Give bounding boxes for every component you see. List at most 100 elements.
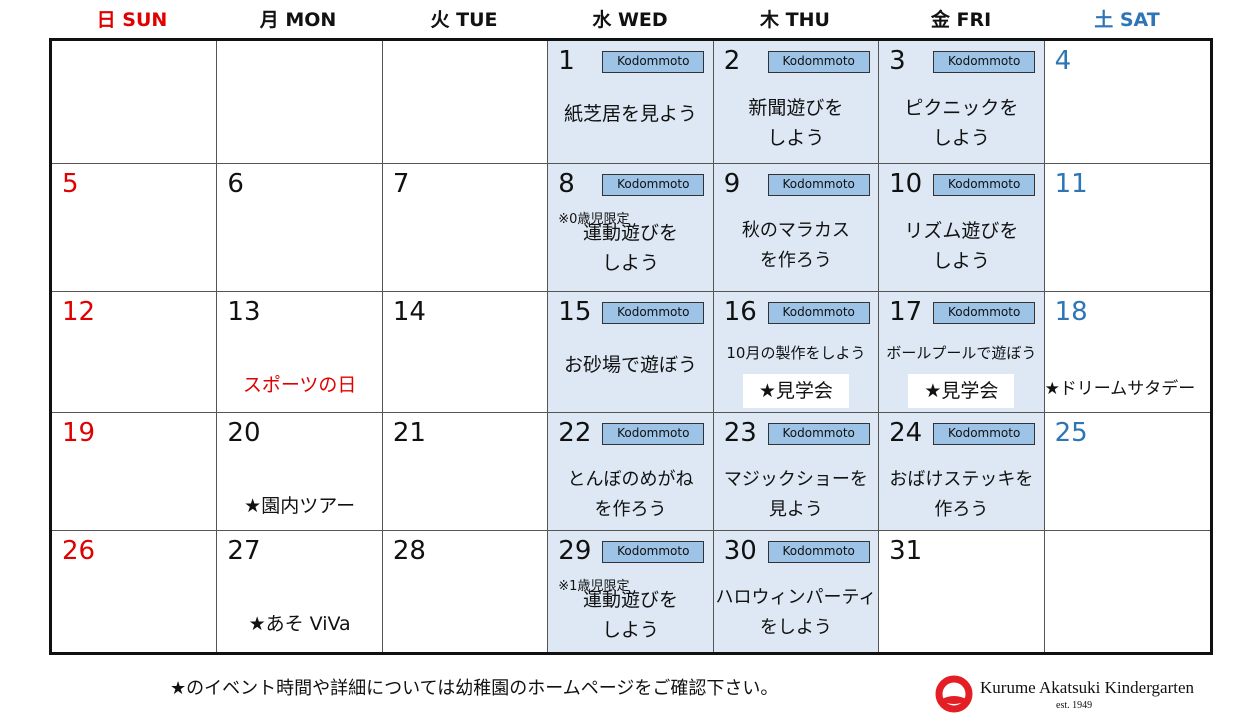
activity-text: とんぼのめがね を作ろう: [567, 469, 694, 520]
age-note: ※0歳児限定: [558, 212, 630, 227]
day-cell: 1 Kodommoto 紙芝居を見よう: [548, 41, 714, 164]
weekday-header: 木 THU: [760, 9, 830, 31]
event-text: ★見学会: [879, 374, 1043, 408]
event-text: ★園内ツアー: [217, 491, 381, 518]
day-number: 23: [723, 418, 757, 448]
event-label: ★見学会: [908, 374, 1015, 408]
day-cell: [382, 41, 549, 164]
day-number: 5: [62, 169, 79, 199]
day-cell: 11: [1044, 164, 1210, 292]
day-number: 22: [558, 418, 592, 448]
day-number: 17: [889, 297, 923, 327]
day-number: 3: [889, 46, 906, 76]
day-cell: [217, 41, 383, 164]
day-cell: 18 ★ドリームサタデー: [1044, 292, 1210, 413]
day-cell: 15 Kodommoto お砂場で遊ぼう: [548, 292, 714, 413]
day-cell: 10 Kodommoto リズム遊びを しよう: [879, 164, 1045, 292]
event-label: ★園内ツアー: [244, 495, 356, 517]
kodommoto-badge: Kodommoto: [602, 541, 705, 563]
activity-text: リズム遊びを しよう: [904, 220, 1019, 272]
day-cell: 31: [879, 531, 1045, 652]
day-cell: [52, 41, 218, 164]
logo-name: Kurume Akatsuki Kindergarten: [980, 678, 1195, 697]
day-number: 28: [392, 536, 426, 566]
activity-text: 10月の製作をしよう: [726, 344, 866, 362]
day-number: 18: [1054, 297, 1088, 327]
event-text: スポーツの日: [217, 370, 381, 397]
event-text: ★見学会: [714, 374, 878, 408]
day-number: 30: [723, 536, 757, 566]
day-cell: 6: [217, 164, 383, 292]
kodommoto-badge: Kodommoto: [767, 174, 870, 196]
day-number: 10: [889, 169, 923, 199]
day-cell: 20 ★園内ツアー: [217, 413, 383, 531]
day-number: 21: [392, 418, 426, 448]
kodommoto-badge: Kodommoto: [767, 541, 870, 563]
day-cell: 21: [382, 413, 549, 531]
activity-text: 紙芝居を見よう: [563, 103, 697, 125]
day-cell: 23 Kodommoto マジックショーを 見よう: [713, 413, 880, 531]
kodommoto-badge: Kodommoto: [933, 423, 1036, 445]
weekday-header: 日 SUN: [96, 9, 168, 31]
kodommoto-badge: Kodommoto: [933, 51, 1036, 73]
kodommoto-badge: Kodommoto: [767, 302, 870, 324]
day-number: 1: [558, 46, 575, 76]
day-cell: 12: [52, 292, 218, 413]
day-cell: 3 Kodommoto ピクニックを しよう: [879, 41, 1045, 164]
day-cell: 19: [52, 413, 218, 531]
event-label: スポーツの日: [242, 374, 357, 396]
day-cell: 9 Kodommoto 秋のマラカス を作ろう: [713, 164, 880, 292]
day-number: 9: [723, 169, 741, 199]
day-number: 16: [723, 297, 757, 327]
weekday-header: 火 TUE: [430, 9, 498, 31]
day-cell: 14: [382, 292, 549, 413]
day-cell: 5: [52, 164, 218, 292]
day-cell: 29 Kodommoto ※1歳児限定 運動遊びを しよう: [548, 531, 714, 652]
event-text: ★あそ ViVa: [217, 609, 381, 636]
activity-text: マジックショーを 見よう: [723, 469, 868, 520]
day-number: 11: [1054, 169, 1088, 199]
weekday-header: 月 MON: [259, 9, 337, 31]
day-cell: 2 Kodommoto 新聞遊びを しよう: [713, 41, 880, 164]
activity-text: ハロウィンパーティ をしよう: [715, 587, 877, 638]
footer-note: ★のイベント時間や詳細については幼稚園のホームページをご確認下さい。: [170, 678, 779, 699]
day-cell: 16 Kodommoto 10月の製作をしよう ★見学会: [713, 292, 880, 413]
kodommoto-badge: Kodommoto: [602, 51, 705, 73]
day-number: 2: [723, 46, 741, 76]
day-number: 26: [62, 536, 96, 566]
logo-est: est. 1949: [1056, 700, 1093, 711]
weekday-header: 土 SAT: [1094, 9, 1160, 31]
kodommoto-badge: Kodommoto: [767, 51, 870, 73]
age-note: ※1歳児限定: [558, 579, 630, 594]
day-number: 13: [227, 297, 261, 327]
activity-text: 運動遊びを しよう: [582, 589, 678, 641]
event-text: ★ドリームサタデー: [1045, 374, 1210, 399]
day-cell: 7: [382, 164, 549, 292]
kodommoto-badge: Kodommoto: [602, 174, 705, 196]
kodommoto-badge: Kodommoto: [933, 174, 1036, 196]
day-number: 4: [1054, 46, 1072, 76]
kodommoto-badge: Kodommoto: [767, 423, 870, 445]
activity-text: 秋のマラカス を作ろう: [741, 220, 850, 271]
day-number: 27: [227, 536, 261, 566]
day-number: 12: [62, 297, 96, 327]
day-cell: 27 ★あそ ViVa: [217, 531, 383, 652]
day-number: 15: [558, 297, 592, 327]
logo-mark-icon: [935, 675, 973, 713]
kodommoto-badge: Kodommoto: [602, 423, 705, 445]
day-number: 31: [889, 536, 923, 566]
weekday-header: 水 WED: [592, 9, 668, 31]
day-number: 20: [227, 418, 261, 448]
day-number: 25: [1054, 418, 1088, 448]
day-cell: [1045, 531, 1210, 652]
weekday-header: 金 FRI: [930, 9, 992, 31]
event-label: ★ドリームサタデー: [1044, 379, 1196, 399]
activity-text: ピクニックを しよう: [904, 97, 1019, 149]
activity-text: おばけステッキを 作ろう: [889, 469, 1034, 520]
activity-text: 新聞遊びを しよう: [748, 97, 844, 149]
day-number: 19: [62, 418, 96, 448]
calendar-grid: 1 Kodommoto 紙芝居を見よう 2 Kodommoto 新聞遊びを しよう 3 Kod…: [49, 38, 1213, 655]
day-number: 6: [227, 169, 244, 199]
day-number: 29: [558, 536, 592, 566]
day-cell: 4: [1044, 41, 1210, 164]
